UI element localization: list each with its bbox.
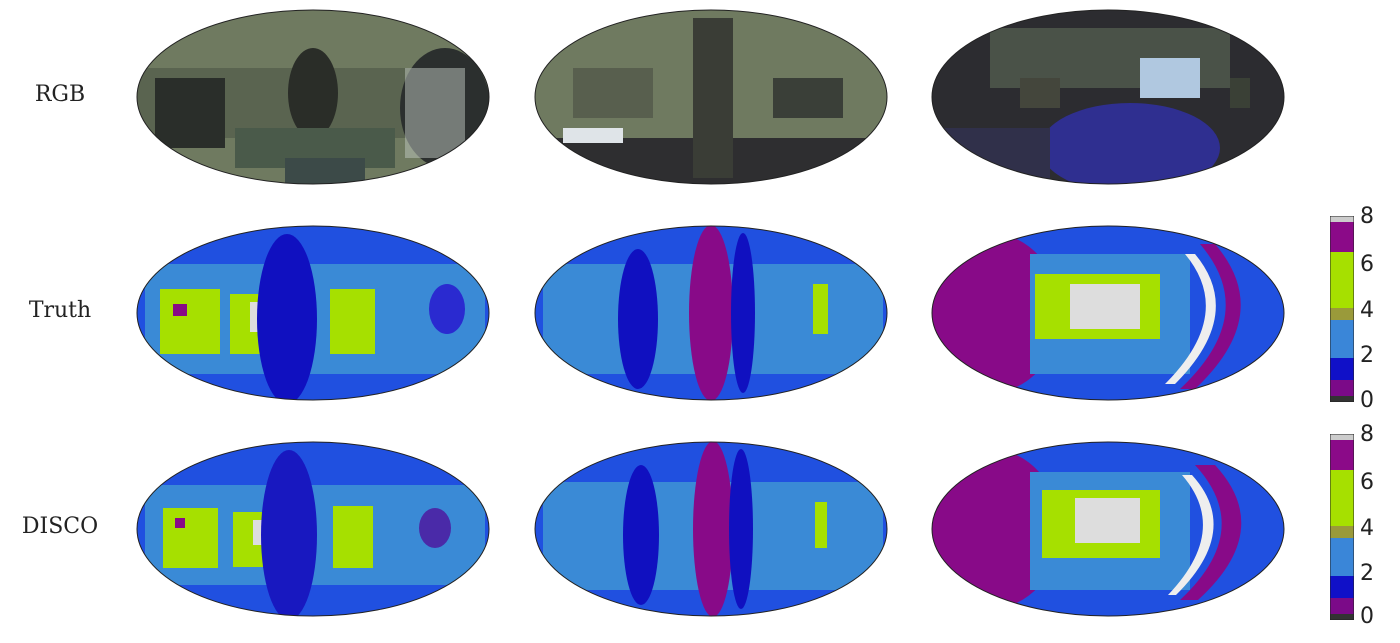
rgb-panel-1 xyxy=(136,9,490,185)
row-label-rgb: RGB xyxy=(34,82,86,107)
truth-panel-2 xyxy=(534,225,888,401)
disco-panel-2 xyxy=(534,441,888,617)
row-label-truth: Truth xyxy=(28,298,92,323)
disco-panel-3 xyxy=(931,441,1285,617)
colorbar-disco-tick-4: 4 xyxy=(1360,516,1374,541)
colorbar-truth-tick-6: 6 xyxy=(1360,252,1374,277)
colorbar-truth-tick-4: 4 xyxy=(1360,298,1374,323)
colorbar-disco-tick-6: 6 xyxy=(1360,470,1374,495)
row-label-disco: DISCO xyxy=(21,514,99,539)
colorbar-truth-tick-0: 0 xyxy=(1360,388,1374,413)
colorbar-truth xyxy=(1330,216,1354,402)
truth-panel-3 xyxy=(931,225,1285,401)
colorbar-disco xyxy=(1330,434,1354,620)
colorbar-disco-tick-2: 2 xyxy=(1360,561,1374,586)
colorbar-truth-tick-2: 2 xyxy=(1360,343,1374,368)
rgb-panel-2 xyxy=(534,9,888,185)
disco-panel-1 xyxy=(136,441,490,617)
rgb-panel-3 xyxy=(931,9,1285,185)
colorbar-truth-tick-8: 8 xyxy=(1360,204,1374,229)
colorbar-disco-tick-8: 8 xyxy=(1360,422,1374,447)
colorbar-disco-tick-0: 0 xyxy=(1360,604,1374,629)
truth-panel-1 xyxy=(136,225,490,401)
